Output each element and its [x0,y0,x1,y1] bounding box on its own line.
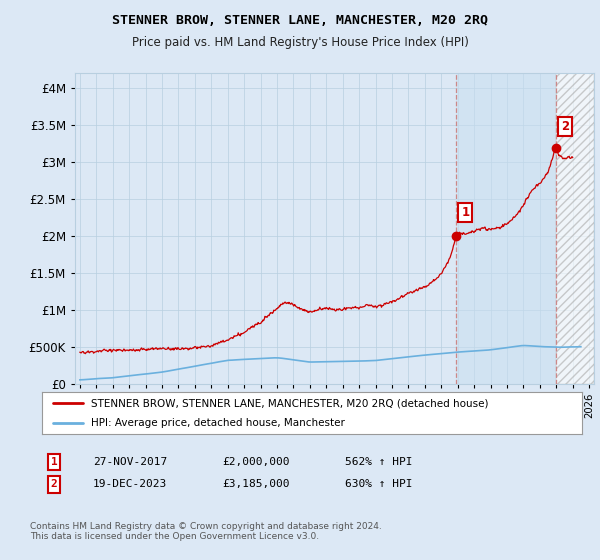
Bar [556,73,594,384]
Text: £2,000,000: £2,000,000 [222,457,290,467]
Text: 630% ↑ HPI: 630% ↑ HPI [345,479,413,489]
Text: 562% ↑ HPI: 562% ↑ HPI [345,457,413,467]
Text: Price paid vs. HM Land Registry's House Price Index (HPI): Price paid vs. HM Land Registry's House … [131,36,469,49]
Text: 27-NOV-2017: 27-NOV-2017 [93,457,167,467]
Text: 1: 1 [461,206,469,218]
Text: HPI: Average price, detached house, Manchester: HPI: Average price, detached house, Manc… [91,418,344,428]
Text: 1: 1 [50,457,58,467]
Bar [457,73,556,384]
Text: STENNER BROW, STENNER LANE, MANCHESTER, M20 2RQ (detached house): STENNER BROW, STENNER LANE, MANCHESTER, … [91,398,488,408]
Text: 2: 2 [50,479,58,489]
Text: 2: 2 [560,120,569,133]
Text: Contains HM Land Registry data © Crown copyright and database right 2024.
This d: Contains HM Land Registry data © Crown c… [30,522,382,542]
Text: £3,185,000: £3,185,000 [222,479,290,489]
Text: 19-DEC-2023: 19-DEC-2023 [93,479,167,489]
Text: STENNER BROW, STENNER LANE, MANCHESTER, M20 2RQ: STENNER BROW, STENNER LANE, MANCHESTER, … [112,14,488,27]
